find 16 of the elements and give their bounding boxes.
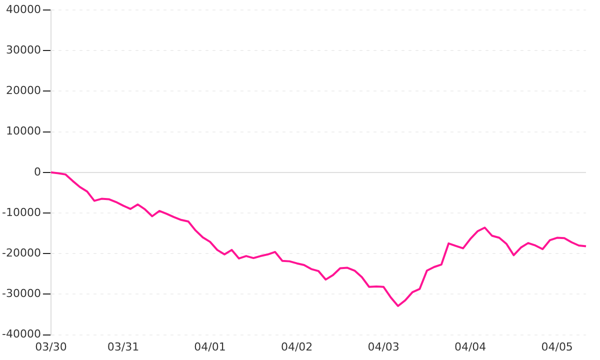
x-tick-label: 04/03 xyxy=(368,340,400,354)
y-tick-label: 0 xyxy=(34,165,41,178)
y-tick-label: -10000 xyxy=(2,206,41,219)
x-tick-label: 03/31 xyxy=(107,340,140,354)
y-tick-label: 30000 xyxy=(6,43,41,56)
x-tick-label: 04/04 xyxy=(454,340,486,354)
y-tick-label: -20000 xyxy=(2,246,41,260)
x-tick-label: 03/30 xyxy=(35,340,67,354)
y-tick-label: 40000 xyxy=(6,2,41,16)
y-tick-label: -40000 xyxy=(2,328,41,341)
x-tick-label: 04/02 xyxy=(280,340,313,354)
y-tick-label: -30000 xyxy=(2,287,41,300)
y-tick-label: 20000 xyxy=(6,84,41,98)
x-tick-label: 04/05 xyxy=(541,340,573,354)
y-tick-label: 10000 xyxy=(6,124,41,138)
x-tick-label: 04/01 xyxy=(194,340,226,354)
